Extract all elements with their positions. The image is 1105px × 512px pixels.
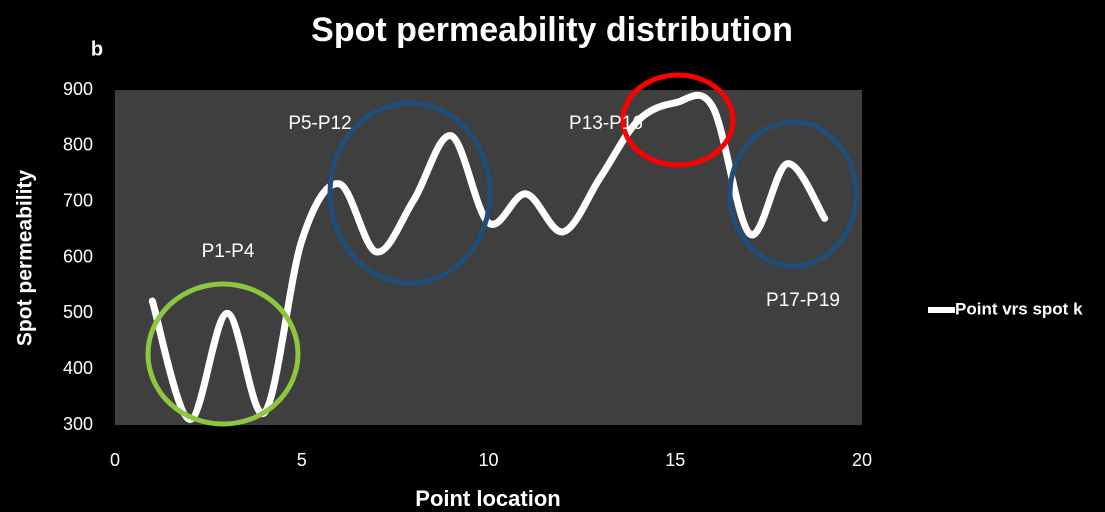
plot-area <box>115 90 862 425</box>
y-tick-label: 800 <box>63 135 93 155</box>
x-tick-label: 0 <box>110 450 120 470</box>
x-axis-label: Point location <box>415 486 560 511</box>
y-tick-label: 900 <box>63 79 93 99</box>
data-line <box>148 91 829 423</box>
legend-label: Point vrs spot k <box>955 299 1083 318</box>
chart-title: Spot permeability distribution <box>311 11 793 49</box>
y-axis-label: Spot permeability <box>14 170 37 347</box>
highlight-circle <box>727 119 859 269</box>
annotation: P1-P4 <box>202 241 255 262</box>
x-tick-label: 5 <box>297 450 307 470</box>
annotation: P13-P16 <box>569 113 643 134</box>
panel-label: b <box>91 38 103 60</box>
highlight-circle <box>145 281 301 427</box>
y-tick-label: 500 <box>63 302 93 322</box>
y-tick-label: 600 <box>63 246 93 266</box>
y-tick-label: 300 <box>63 414 93 434</box>
y-tick-label: 700 <box>63 190 93 210</box>
y-tick-label: 400 <box>63 358 93 378</box>
highlight-circle <box>327 100 493 286</box>
x-tick-label: 20 <box>852 450 872 470</box>
highlight-circle <box>620 72 736 168</box>
annotation: P17-P19 <box>766 290 840 311</box>
x-tick-label: 10 <box>478 450 498 470</box>
annotation: P5-P12 <box>288 113 351 134</box>
x-tick-label: 15 <box>665 450 685 470</box>
